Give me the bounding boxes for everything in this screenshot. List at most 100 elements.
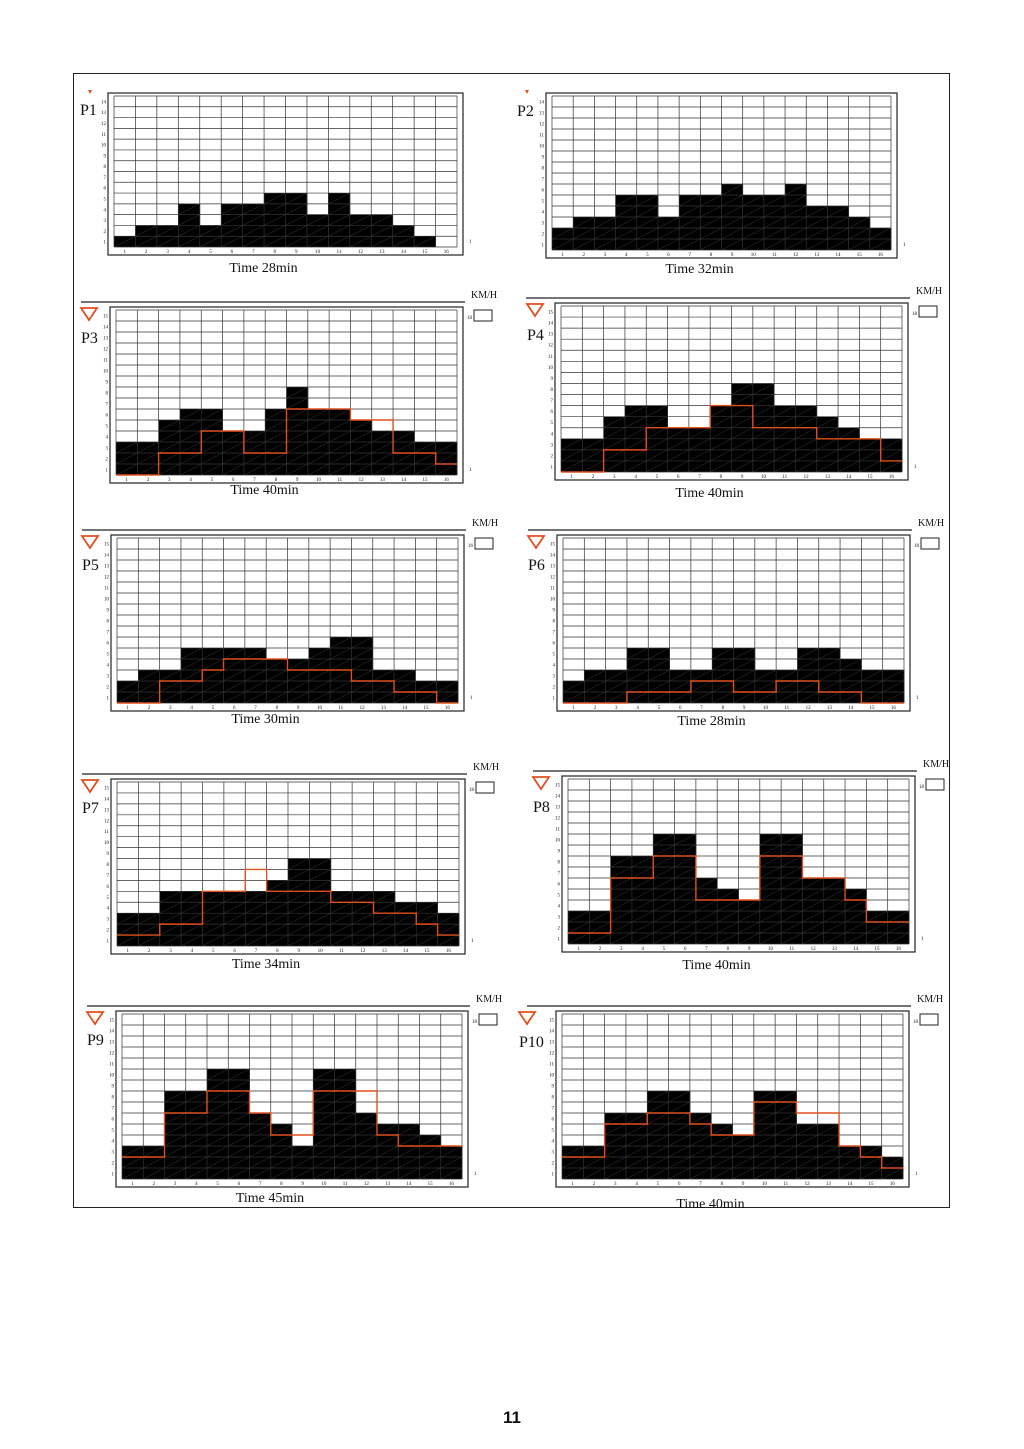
bar-hatch <box>887 910 910 923</box>
bar-hatch <box>352 912 374 925</box>
bar-hatch <box>732 1145 754 1158</box>
bar-hatch <box>376 1167 399 1180</box>
bar-hatch <box>352 923 374 936</box>
bar-hatch <box>263 225 286 237</box>
bar-hatch <box>604 1145 627 1158</box>
bar-hatch <box>668 1167 690 1180</box>
plot-border <box>556 534 911 712</box>
bar-hatch <box>717 899 739 912</box>
bar-hatch <box>647 1112 669 1125</box>
y-tick-label: 1 <box>104 241 107 246</box>
y-tick-label: 4 <box>552 1140 555 1145</box>
bar-hatch <box>135 235 157 248</box>
x-tick-label: 7 <box>254 706 257 711</box>
bar-hatch <box>270 1156 293 1169</box>
bar-hatch <box>178 225 200 237</box>
x-tick-label: 3 <box>613 475 616 480</box>
bar-hatch <box>605 680 628 693</box>
x-tick-label: 11 <box>783 1182 788 1187</box>
y-tick-label: 9 <box>551 377 554 382</box>
y-tick-label: 6 <box>107 642 110 647</box>
x-tick-label: 10 <box>763 706 769 711</box>
bar-hatch <box>689 1145 712 1158</box>
bar-hatch <box>796 1156 818 1169</box>
bar-hatch <box>731 438 753 451</box>
bar-hatch <box>802 888 824 901</box>
bar-hatch <box>844 910 867 923</box>
bar-hatch <box>647 1145 669 1158</box>
bar-hatch <box>330 636 352 649</box>
y-tick-label: 6 <box>558 883 561 888</box>
y-tick-label: 14 <box>103 326 109 331</box>
x-tick-label: 3 <box>614 1182 617 1187</box>
x-tick-label: 4 <box>195 1182 198 1187</box>
bar-hatch <box>138 934 160 947</box>
y-tick-label: 14 <box>539 101 545 106</box>
bar-hatch <box>781 877 803 890</box>
bar-hatch <box>859 438 881 451</box>
bar-hatch <box>795 438 817 451</box>
bar-hatch <box>657 227 680 240</box>
bar-hatch <box>839 658 862 671</box>
bar-hatch <box>228 1145 250 1158</box>
y-tick-label: 4 <box>558 905 561 910</box>
bar-hatch <box>668 1134 690 1147</box>
bar-hatch <box>752 383 775 395</box>
bar-hatch <box>116 691 139 704</box>
bar-hatch <box>753 1145 776 1158</box>
bar-hatch <box>806 205 828 218</box>
bar-hatch <box>202 669 224 682</box>
bar-hatch <box>667 427 689 440</box>
bar-hatch <box>393 680 416 693</box>
y-tick-label: 9 <box>558 850 561 855</box>
bar-hatch <box>625 1123 648 1136</box>
bar-hatch <box>796 1123 818 1136</box>
speed-line <box>562 1101 903 1169</box>
y-tick-label: 12 <box>550 576 556 581</box>
bar-hatch <box>700 194 722 207</box>
y-tick-label: 12 <box>109 1052 115 1057</box>
bar-hatch <box>781 888 803 901</box>
bar-hatch <box>419 1134 441 1147</box>
bar-hatch <box>185 1134 208 1147</box>
bar-hatch <box>626 669 649 682</box>
bar-hatch <box>818 680 841 693</box>
y-tick-label: 12 <box>104 819 110 824</box>
bar-hatch <box>350 463 372 476</box>
bar-hatch <box>206 1068 229 1081</box>
bar-hatch <box>882 691 905 704</box>
bar-hatch <box>286 463 308 476</box>
bar-hatch <box>440 1145 463 1158</box>
bar-hatch <box>164 1112 186 1125</box>
x-tick-label: 7 <box>698 475 701 480</box>
bar-hatch <box>355 1156 378 1169</box>
bar-hatch <box>202 658 224 671</box>
y-tick-label: 6 <box>542 189 545 194</box>
bar-hatch <box>653 899 675 912</box>
x-tick-label: 10 <box>317 706 323 711</box>
time-label: Time 28min <box>677 714 745 729</box>
bar-hatch <box>775 1112 797 1125</box>
bar-hatch <box>700 216 722 229</box>
y-tick-label: 4 <box>553 664 556 669</box>
y-tick-label: 11 <box>548 355 553 360</box>
x-tick-label: 4 <box>634 475 637 480</box>
program-label: P10 <box>519 1034 544 1051</box>
x-tick-label: 10 <box>315 250 321 255</box>
x-tick-label: 7 <box>255 949 258 954</box>
y-tick-label: 10 <box>103 370 109 375</box>
x-tick-label: 1 <box>577 947 580 952</box>
bar-hatch <box>603 449 626 462</box>
y-tick-label: 13 <box>104 565 110 570</box>
bar-hatch <box>313 1112 335 1125</box>
bar-hatch <box>263 235 286 248</box>
bar-hatch <box>330 691 352 704</box>
bar-hatch <box>373 923 395 936</box>
bar-hatch <box>827 238 849 251</box>
right-tick-label: 1 <box>916 696 919 701</box>
bar-hatch <box>242 235 265 248</box>
program-label: P6 <box>528 557 545 574</box>
triangle-icon <box>526 535 546 550</box>
bar-hatch <box>647 1101 669 1114</box>
